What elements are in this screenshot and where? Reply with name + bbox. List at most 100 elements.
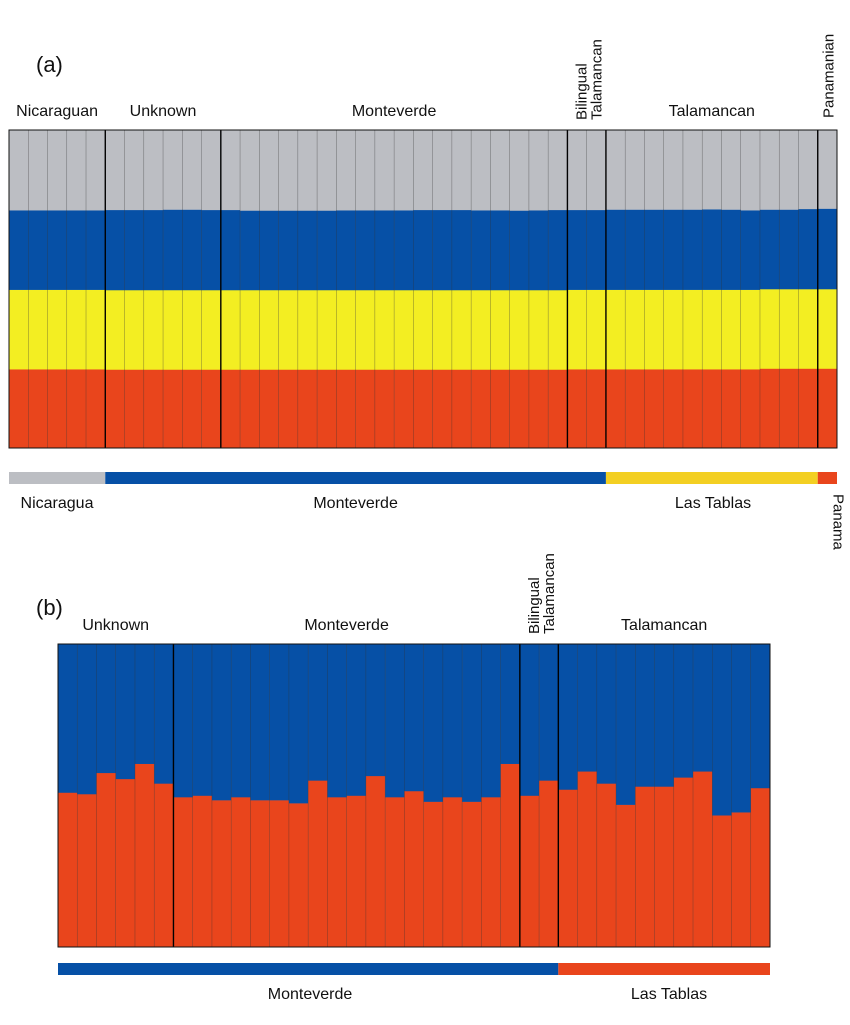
b-bar-16-cluster-1 — [365, 644, 386, 777]
b-bar-10-cluster-1 — [250, 644, 270, 801]
a-bar-22-cluster-0 — [432, 369, 453, 449]
b-bar-25-cluster-1 — [539, 644, 559, 781]
a-bar-17-cluster-2 — [336, 210, 356, 291]
b-bar-10-cluster-0 — [250, 800, 270, 948]
b-group-label-2: BilingualTalamancan — [526, 553, 558, 634]
a-bar-30-cluster-2 — [586, 209, 607, 290]
b-bar-36-cluster-1 — [750, 644, 771, 789]
a-bar-11-cluster-0 — [220, 369, 241, 449]
b-bar-19-cluster-0 — [423, 801, 444, 948]
b-bar-2-cluster-1 — [96, 644, 116, 774]
a-bar-14-cluster-3 — [278, 130, 299, 211]
a-bar-13-cluster-1 — [259, 289, 279, 370]
a-bar-29-cluster-0 — [567, 369, 587, 449]
a-bar-37-cluster-1 — [721, 289, 741, 370]
a-bar-3-cluster-0 — [66, 369, 87, 449]
b-bar-35-cluster-0 — [731, 812, 751, 948]
a-bar-9-cluster-0 — [182, 369, 202, 449]
b-bar-28-cluster-0 — [596, 783, 617, 948]
b-bar-32-cluster-1 — [673, 644, 694, 778]
a-bar-34-cluster-1 — [663, 289, 684, 370]
a-bar-1-cluster-0 — [28, 369, 48, 449]
a-bar-8-cluster-0 — [163, 369, 183, 449]
panel-b-group-labels: Unknown Monteverde BilingualTalamancan Tala… — [82, 553, 707, 634]
a-bar-25-cluster-2 — [490, 210, 510, 291]
a-bar-38-cluster-0 — [740, 369, 761, 449]
a-bar-28-cluster-1 — [548, 289, 568, 370]
a-bar-40-cluster-3 — [779, 130, 799, 210]
b-bar-11-cluster-0 — [269, 800, 290, 948]
a-bar-6-cluster-2 — [124, 209, 144, 291]
b-bar-13-cluster-0 — [308, 780, 328, 948]
a-bar-12-cluster-3 — [240, 130, 260, 211]
a-bar-27-cluster-0 — [528, 369, 549, 449]
a-bar-38-cluster-3 — [740, 130, 761, 211]
a-bar-19-cluster-2 — [374, 210, 395, 291]
a-bar-37-cluster-0 — [721, 369, 741, 449]
a-bar-14-cluster-0 — [278, 369, 299, 449]
b-sampling-segment-0 — [58, 963, 559, 975]
a-bar-37-cluster-3 — [721, 130, 741, 210]
a-bar-21-cluster-2 — [413, 209, 433, 291]
a-bar-31-cluster-2 — [605, 209, 626, 290]
a-bar-39-cluster-0 — [759, 368, 780, 449]
a-bar-10-cluster-2 — [201, 209, 222, 291]
a-bar-0-cluster-2 — [9, 210, 29, 290]
a-bar-1-cluster-2 — [28, 210, 48, 290]
a-bar-42-cluster-0 — [817, 368, 838, 449]
panel-a-dividers — [28, 130, 819, 448]
a-bar-34-cluster-3 — [663, 130, 684, 210]
a-bar-40-cluster-1 — [779, 289, 799, 369]
a-bar-38-cluster-1 — [740, 289, 761, 370]
a-bar-15-cluster-1 — [297, 289, 318, 370]
a-bar-8-cluster-3 — [163, 130, 183, 210]
a-bar-21-cluster-3 — [413, 130, 433, 211]
b-bar-9-cluster-1 — [231, 644, 251, 798]
a-bar-34-cluster-0 — [663, 369, 684, 449]
a-bar-33-cluster-3 — [644, 130, 664, 210]
b-sampling-label-0: Monteverde — [268, 986, 353, 1003]
a-bar-15-cluster-2 — [297, 210, 318, 291]
a-bar-40-cluster-0 — [779, 368, 799, 449]
b-bar-12-cluster-0 — [288, 803, 309, 948]
a-bar-5-cluster-3 — [105, 130, 125, 211]
a-bar-35-cluster-3 — [682, 130, 703, 210]
b-bar-9-cluster-0 — [231, 797, 251, 948]
a-bar-37-cluster-2 — [721, 209, 741, 290]
b-bar-21-cluster-1 — [462, 644, 482, 802]
a-bar-36-cluster-0 — [702, 369, 722, 449]
b-sampling-segment-1 — [558, 963, 770, 975]
b-bar-28-cluster-1 — [596, 644, 617, 784]
b-bar-8-cluster-0 — [211, 800, 232, 948]
a-bar-0-cluster-0 — [9, 369, 29, 449]
b-bar-22-cluster-1 — [481, 644, 501, 798]
a-bar-24-cluster-0 — [471, 369, 491, 449]
a-bar-33-cluster-0 — [644, 369, 664, 449]
a-bar-28-cluster-3 — [548, 130, 568, 211]
a-bar-2-cluster-2 — [47, 210, 67, 290]
a-bar-35-cluster-1 — [682, 289, 703, 370]
a-bar-33-cluster-2 — [644, 209, 664, 290]
a-bar-9-cluster-1 — [182, 289, 202, 370]
a-bar-7-cluster-1 — [143, 289, 164, 370]
a-bar-11-cluster-2 — [220, 209, 241, 291]
a-bar-25-cluster-3 — [490, 130, 510, 211]
a-bar-20-cluster-2 — [394, 210, 414, 291]
panel-b-sampling-location-bar: Monteverde Las Tablas — [58, 963, 770, 1003]
a-bar-19-cluster-0 — [374, 369, 395, 449]
a-bar-10-cluster-3 — [201, 130, 222, 211]
a-bar-2-cluster-1 — [47, 289, 67, 370]
b-bar-27-cluster-0 — [577, 771, 598, 948]
panel-a-frame — [8, 129, 838, 449]
a-bar-5-cluster-0 — [105, 369, 125, 449]
a-bar-17-cluster-1 — [336, 289, 356, 370]
b-bar-33-cluster-1 — [693, 644, 713, 772]
a-bar-22-cluster-3 — [432, 130, 453, 211]
a-bar-3-cluster-1 — [66, 289, 87, 370]
a-bar-16-cluster-1 — [317, 289, 337, 370]
a-bar-11-cluster-3 — [220, 130, 241, 211]
a-bar-13-cluster-0 — [259, 369, 279, 449]
a-bar-32-cluster-2 — [625, 209, 645, 290]
a-bar-5-cluster-1 — [105, 289, 125, 370]
panel-a-group-labels: Nicaraguan Unknown Monteverde BilingualTala… — [16, 34, 837, 120]
